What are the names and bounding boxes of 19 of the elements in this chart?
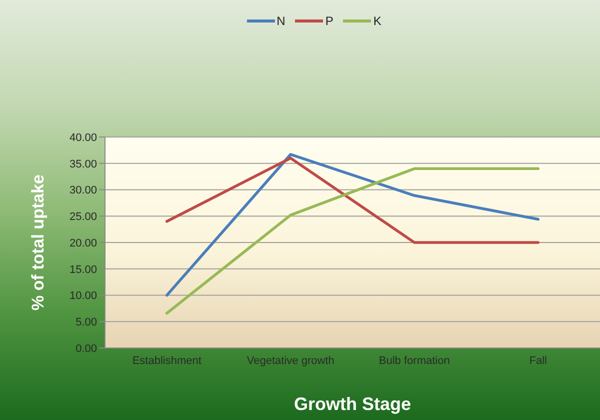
- x-tick-label: Bulb formation: [378, 354, 450, 367]
- y-tick-label: 40.00: [69, 132, 97, 144]
- legend-label: K: [373, 14, 382, 28]
- y-tick-label: 20.00: [69, 237, 97, 250]
- y-tick-label: 0.00: [76, 342, 97, 355]
- y-tick-label: 30.00: [69, 184, 97, 197]
- y-tick-label: 10.00: [69, 290, 97, 302]
- legend-label: N: [276, 14, 286, 28]
- x-axis-title: Growth Stage: [294, 394, 412, 414]
- y-tick-label: 5.00: [76, 316, 97, 329]
- x-tick-label: Establishment: [132, 354, 202, 367]
- y-tick-label: 15.00: [69, 264, 97, 276]
- y-tick-label: 25.00: [69, 211, 97, 224]
- line-series: [165, 153, 540, 297]
- y-axis-title: % of total uptake: [28, 174, 48, 311]
- legend-label: P: [325, 14, 334, 28]
- x-tick-label: Vegetative growth: [246, 354, 334, 367]
- y-tick-label: 35.00: [69, 158, 97, 170]
- x-tick-label: Fall: [529, 354, 547, 367]
